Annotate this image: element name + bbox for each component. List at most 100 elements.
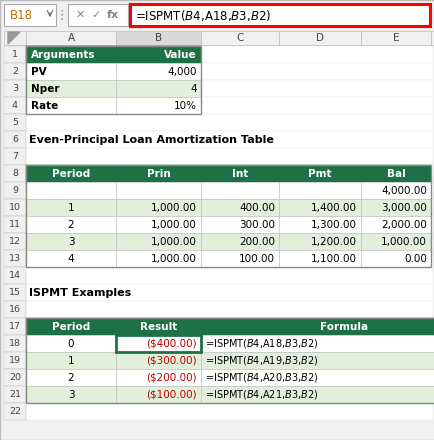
Bar: [26, 369, 116, 386]
Bar: [26, 318, 116, 335]
Bar: [4, 267, 26, 284]
Text: 3,000.00: 3,000.00: [380, 202, 426, 213]
Text: 300.00: 300.00: [238, 220, 274, 230]
Bar: [116, 335, 201, 352]
Text: =ISPMT($B$4,A18,$B$3,$B$2): =ISPMT($B$4,A18,$B$3,$B$2): [204, 337, 318, 350]
Bar: [278, 250, 360, 267]
Bar: [201, 199, 278, 216]
Bar: [116, 31, 201, 45]
Text: 8: 8: [12, 169, 18, 178]
Text: 1,200.00: 1,200.00: [310, 237, 356, 246]
Bar: [26, 233, 116, 250]
Bar: [201, 386, 434, 403]
Bar: [4, 216, 26, 233]
Bar: [116, 80, 201, 97]
Text: 14: 14: [9, 271, 21, 280]
Text: =ISPMT($B$4,A20,$B$3,$B$2): =ISPMT($B$4,A20,$B$3,$B$2): [204, 371, 318, 384]
Text: 20: 20: [9, 373, 21, 382]
Bar: [26, 63, 432, 80]
Text: ISPMT Examples: ISPMT Examples: [29, 287, 131, 297]
Bar: [26, 63, 116, 80]
Bar: [201, 369, 434, 386]
Bar: [360, 165, 430, 182]
Bar: [26, 233, 432, 250]
Bar: [26, 369, 432, 386]
Bar: [116, 369, 201, 386]
Text: 11: 11: [9, 220, 21, 229]
Bar: [116, 233, 201, 250]
Text: 100.00: 100.00: [238, 253, 274, 264]
Bar: [0, 30, 434, 46]
Bar: [26, 182, 116, 199]
Text: PV: PV: [31, 66, 46, 77]
Text: ($100.00): ($100.00): [146, 389, 197, 400]
Bar: [130, 4, 429, 26]
Bar: [201, 165, 278, 182]
Bar: [4, 165, 26, 182]
Bar: [26, 352, 116, 369]
Text: 15: 15: [9, 288, 21, 297]
Bar: [4, 31, 26, 45]
Bar: [26, 165, 432, 182]
Bar: [360, 31, 430, 45]
Text: 2: 2: [68, 373, 74, 382]
Bar: [360, 233, 430, 250]
Text: 6: 6: [12, 135, 18, 144]
Bar: [4, 403, 26, 420]
Text: ✓: ✓: [91, 10, 100, 20]
Text: 1,400.00: 1,400.00: [310, 202, 356, 213]
Bar: [4, 233, 26, 250]
Bar: [201, 233, 278, 250]
Text: Rate: Rate: [31, 100, 58, 110]
Bar: [116, 386, 201, 403]
Text: 3: 3: [68, 237, 74, 246]
Text: fx: fx: [107, 10, 119, 20]
Bar: [360, 182, 430, 199]
Bar: [26, 97, 432, 114]
Text: E: E: [392, 33, 398, 43]
Bar: [26, 46, 432, 63]
Bar: [26, 216, 432, 233]
Bar: [26, 352, 432, 369]
Bar: [201, 352, 434, 369]
Bar: [4, 182, 26, 199]
Bar: [26, 131, 432, 148]
Bar: [201, 250, 278, 267]
Text: Result: Result: [140, 322, 177, 331]
Text: Arguments: Arguments: [31, 50, 95, 59]
Text: A: A: [67, 33, 74, 43]
Bar: [4, 250, 26, 267]
Bar: [278, 216, 360, 233]
Bar: [201, 31, 278, 45]
Bar: [4, 335, 26, 352]
Bar: [4, 46, 26, 63]
Text: 1,000.00: 1,000.00: [380, 237, 426, 246]
Text: Period: Period: [52, 322, 90, 331]
Bar: [116, 182, 201, 199]
Bar: [4, 63, 26, 80]
Bar: [116, 63, 201, 80]
Bar: [360, 250, 430, 267]
Text: 18: 18: [9, 339, 21, 348]
Bar: [4, 301, 26, 318]
Text: D: D: [315, 33, 323, 43]
Bar: [4, 97, 26, 114]
Bar: [26, 403, 432, 420]
Bar: [116, 199, 201, 216]
Bar: [4, 199, 26, 216]
Text: 21: 21: [9, 390, 21, 399]
Bar: [26, 250, 116, 267]
Bar: [116, 335, 201, 352]
Text: Prin: Prin: [146, 169, 170, 179]
Bar: [26, 46, 116, 63]
Text: 4: 4: [12, 101, 18, 110]
Text: =ISPMT($B$4,A18,$B$3,$B$2): =ISPMT($B$4,A18,$B$3,$B$2): [135, 7, 270, 22]
Bar: [26, 97, 116, 114]
Text: Nper: Nper: [31, 84, 59, 94]
Bar: [4, 284, 26, 301]
Text: 1: 1: [68, 202, 74, 213]
Text: 13: 13: [9, 254, 21, 263]
Text: 1: 1: [68, 356, 74, 366]
Text: 0.00: 0.00: [403, 253, 426, 264]
Text: 22: 22: [9, 407, 21, 416]
